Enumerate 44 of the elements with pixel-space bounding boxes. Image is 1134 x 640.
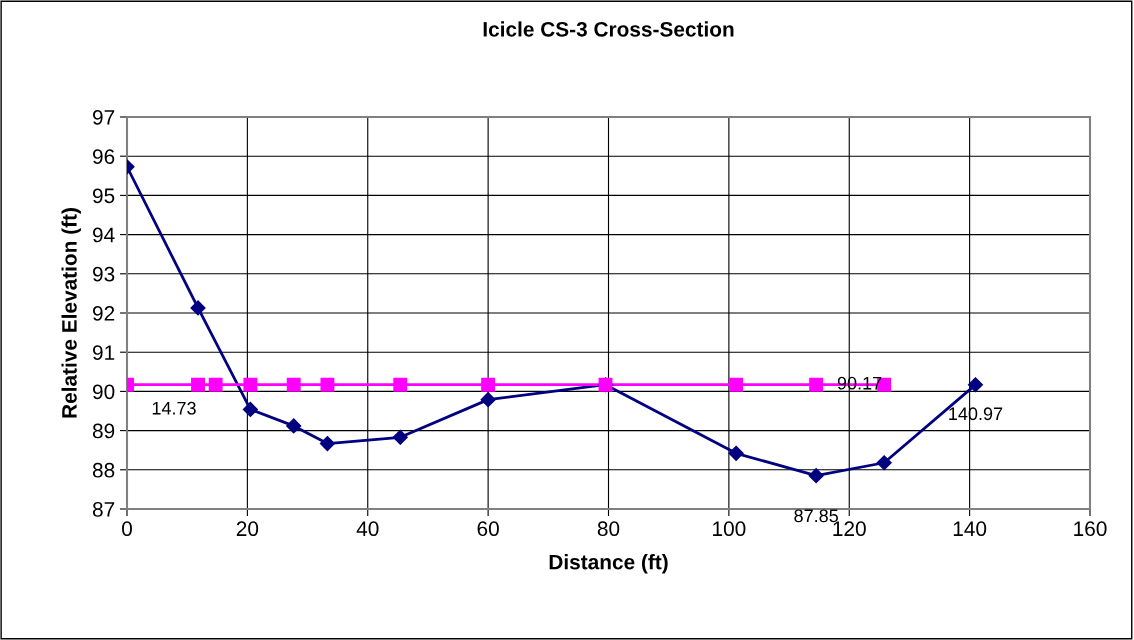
point: [286, 377, 301, 392]
x-axis-title: Distance (ft): [549, 554, 668, 574]
y-tick-label: 87: [92, 502, 115, 517]
point: [191, 377, 205, 392]
point: [208, 377, 223, 392]
point: [320, 377, 335, 392]
annotation: 14.73: [152, 401, 196, 415]
x-tick-label: 20: [236, 521, 259, 537]
point: [809, 377, 824, 392]
chart-title: Icicle CS-3 Cross-Section: [483, 21, 734, 37]
x-tick-label: 60: [477, 521, 499, 537]
point: [286, 418, 302, 434]
y-axis-title: Relative Elevation (ft): [61, 208, 81, 418]
x-tick-label: 100: [713, 521, 746, 537]
point: [729, 377, 744, 392]
x-tick-label: 160: [1074, 521, 1107, 537]
point: [808, 468, 824, 484]
x-tick-label: 0: [122, 521, 132, 537]
point: [319, 435, 335, 452]
y-tick-label: 90: [93, 384, 115, 400]
point: [728, 445, 744, 461]
point: [481, 377, 496, 392]
point: [393, 377, 408, 392]
y-tick-label: 94: [93, 227, 115, 243]
y-tick-label: 97: [93, 110, 115, 125]
y-tick-label: 93: [93, 266, 115, 282]
point: [480, 392, 496, 408]
x-tick-label: 140: [953, 521, 987, 537]
annotation: 87.85: [794, 509, 838, 523]
y-tick-label: 96: [93, 149, 115, 164]
point: [243, 377, 258, 392]
x-tick-label: 80: [597, 521, 620, 537]
x-tick-label: 120: [833, 521, 866, 537]
point: [190, 300, 206, 316]
point: [242, 401, 258, 418]
x-tick-label: 40: [356, 521, 379, 537]
point: [967, 377, 984, 393]
y-tick-label: 92: [93, 306, 115, 321]
point: [876, 455, 892, 471]
y-tick-label: 89: [92, 423, 115, 439]
y-tick-label: 88: [92, 462, 115, 478]
y-tick-label: 95: [93, 188, 115, 204]
point: [392, 429, 408, 445]
y-tick-label: 91: [93, 345, 115, 360]
